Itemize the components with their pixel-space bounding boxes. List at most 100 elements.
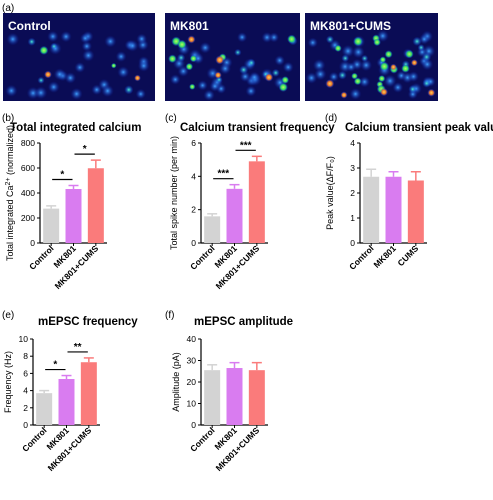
bar-mk801 xyxy=(226,188,243,243)
cell-blob xyxy=(134,74,141,82)
cell-blob xyxy=(234,48,242,57)
cell-blob xyxy=(271,68,280,77)
cell-blob xyxy=(168,54,177,64)
bar-mk801 xyxy=(58,378,75,425)
cell-blob xyxy=(124,85,134,95)
cell-blob xyxy=(189,54,198,63)
cell-blob xyxy=(187,35,196,44)
significance-label: ** xyxy=(74,342,82,353)
cell-blob xyxy=(427,88,436,97)
cell-blob xyxy=(101,84,114,98)
cell-blob xyxy=(91,84,103,96)
y-tick-label: 0 xyxy=(350,238,355,248)
y-tick-label: 6 xyxy=(191,138,196,148)
y-tick-label: 8 xyxy=(23,351,28,361)
cell-blob xyxy=(305,72,318,84)
cell-blob xyxy=(177,39,187,50)
cell-blob xyxy=(185,62,194,71)
bar-mk801-cums xyxy=(87,168,104,243)
chart-title: Calcium transient frequency xyxy=(180,122,335,134)
cell-blob xyxy=(126,39,139,52)
microscopy-image-mk801: MK801 xyxy=(165,13,300,101)
y-tick-label: 200 xyxy=(21,213,35,223)
cell-blob xyxy=(352,45,365,59)
cell-blob xyxy=(417,43,425,52)
cell-blob xyxy=(408,84,417,94)
cell-blob xyxy=(82,49,95,62)
y-tick-label: 4 xyxy=(23,386,28,396)
significance-label: * xyxy=(60,170,64,181)
cell-blob xyxy=(197,80,208,91)
cell-blob xyxy=(278,82,288,92)
chart-title: Calcium transient peak value xyxy=(345,122,493,134)
cell-blob xyxy=(115,51,127,63)
cell-blob xyxy=(189,83,196,90)
cell-blob xyxy=(421,52,432,62)
cell-blob xyxy=(214,71,222,79)
cell-blob xyxy=(421,58,434,71)
cell-blob xyxy=(60,30,72,43)
cell-blob xyxy=(264,72,274,82)
cell-blob xyxy=(341,44,355,58)
cell-blob xyxy=(325,35,335,44)
cell-blob xyxy=(412,36,422,46)
y-tick-label: 4 xyxy=(350,138,355,148)
cell-blob xyxy=(74,62,86,73)
chart-title: mEPSC amplitude xyxy=(194,316,293,328)
cell-blob xyxy=(135,88,146,100)
image-label-mk801: MK801 xyxy=(170,19,209,33)
cell-blob xyxy=(50,42,58,50)
y-tick-label: 2 xyxy=(191,205,196,215)
cell-blob xyxy=(340,91,348,99)
cell-blob xyxy=(325,79,335,89)
cell-blob xyxy=(287,34,297,44)
y-tick-label: 10 xyxy=(19,334,29,344)
y-tick-label: 20 xyxy=(187,377,197,387)
image-label-control: Control xyxy=(8,19,51,33)
cell-blob xyxy=(410,59,418,67)
cell-blob xyxy=(392,82,404,93)
cell-blob xyxy=(199,41,211,54)
bar-mk801 xyxy=(226,368,243,425)
cell-blob xyxy=(358,76,371,88)
image-label-mk801-cums: MK801+CUMS xyxy=(310,19,391,33)
panel-label: (f) xyxy=(165,310,174,321)
cell-blob xyxy=(378,74,386,83)
significance-label: * xyxy=(53,360,57,371)
y-tick-label: 4 xyxy=(191,171,196,181)
cell-blob xyxy=(79,32,91,44)
cell-blob xyxy=(373,38,381,47)
y-tick-label: 800 xyxy=(21,138,35,148)
cell-blob xyxy=(268,32,280,43)
y-tick-label: 2 xyxy=(23,403,28,413)
bar-mk801-cums xyxy=(248,161,265,243)
cell-blob xyxy=(37,76,45,84)
cell-blob xyxy=(384,50,393,59)
y-tick-label: 1 xyxy=(350,213,355,223)
cell-blob xyxy=(111,62,117,69)
cell-blob xyxy=(6,32,20,46)
bar-control xyxy=(43,208,60,243)
cell-blob xyxy=(353,77,362,86)
y-tick-label: 2 xyxy=(350,188,355,198)
chart-title: mEPSC frequency xyxy=(38,316,138,328)
cell-blob xyxy=(379,56,387,63)
y-axis-label: Total integrated Ca2+ (normalized) xyxy=(5,125,16,261)
cell-blob xyxy=(176,53,186,62)
cell-blob xyxy=(170,74,181,85)
cell-blob xyxy=(44,70,52,79)
cell-blob xyxy=(209,80,221,92)
cell-blob xyxy=(248,71,261,83)
bar-control xyxy=(204,216,221,243)
cell-blob xyxy=(245,85,257,97)
cell-blob xyxy=(27,37,36,46)
cell-blob xyxy=(341,54,350,63)
significance-label: *** xyxy=(240,140,252,151)
cell-blob xyxy=(404,49,414,59)
cell-blob xyxy=(47,81,60,93)
cell-blob xyxy=(282,61,294,73)
cell-blob xyxy=(281,76,290,84)
bar-control xyxy=(204,370,221,425)
